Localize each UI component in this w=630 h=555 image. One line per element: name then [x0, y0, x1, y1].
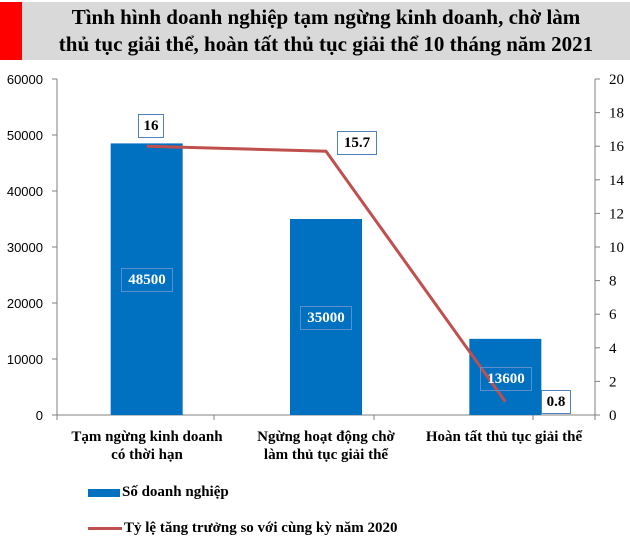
- chart-title-line-1: Tình hình doanh nghiệp tạm ngừng kinh do…: [71, 5, 581, 29]
- svg-text:16: 16: [609, 139, 625, 155]
- legend-item-line: Tỷ lệ tăng trưởng so với cùng kỳ năm 202…: [88, 520, 398, 537]
- bar-value-label: 13600: [480, 367, 532, 391]
- svg-text:14: 14: [609, 173, 625, 189]
- growth-rate-line: [146, 144, 507, 403]
- line-value-label: 15.7: [337, 131, 377, 155]
- bar: [290, 219, 362, 415]
- line-value-label: 0.8: [541, 390, 571, 414]
- legend-line-swatch: [88, 527, 122, 530]
- x-axis-ticks: [56, 415, 596, 420]
- category-label: Tạm ngừng kinh doanh có thời hạn: [71, 429, 223, 463]
- chart-title: Tình hình doanh nghiệp tạm ngừng kinh do…: [22, 2, 630, 60]
- svg-text:8: 8: [609, 274, 617, 290]
- chart-title-banner: Tình hình doanh nghiệp tạm ngừng kinh do…: [0, 2, 630, 60]
- svg-text:6: 6: [609, 307, 617, 323]
- legend-item-bar: Số doanh nghiệp: [88, 484, 229, 501]
- bar-value-label: 48500: [121, 268, 173, 292]
- svg-text:0: 0: [609, 408, 617, 424]
- line-value-label: 16: [138, 114, 164, 138]
- svg-text:10: 10: [609, 240, 624, 256]
- svg-text:60000: 60000: [7, 72, 43, 87]
- bar: [110, 143, 183, 415]
- title-accent-bar: [0, 2, 22, 60]
- svg-text:10000: 10000: [7, 352, 43, 367]
- legend-bar-swatch: [88, 488, 120, 497]
- category-label: Hoàn tất thủ tục giải thể: [425, 429, 583, 445]
- svg-text:30000: 30000: [7, 240, 43, 255]
- svg-text:12: 12: [609, 206, 624, 222]
- legend-line-label: Tỷ lệ tăng trưởng so với cùng kỳ năm 202…: [124, 520, 398, 536]
- bar-value-label: 35000: [300, 306, 352, 330]
- left-axis-ticks: 0 10000 20000 30000 40000 50000 60000: [7, 72, 57, 423]
- svg-text:20000: 20000: [7, 296, 43, 311]
- bar: [469, 338, 542, 415]
- category-label: Ngừng hoạt động chờ làm thủ tục giải thể: [257, 429, 395, 463]
- legend-bar-label: Số doanh nghiệp: [122, 484, 229, 500]
- svg-text:0: 0: [36, 408, 43, 423]
- svg-text:4: 4: [609, 341, 617, 357]
- svg-text:40000: 40000: [7, 184, 43, 199]
- svg-text:18: 18: [609, 106, 624, 122]
- right-axis-ticks: 0 2 4 6 8 10 12 14 16 18 20: [595, 72, 625, 424]
- bar-series: [110, 143, 542, 415]
- svg-text:20: 20: [609, 72, 624, 88]
- chart-title-line-2: thủ tục giải thể, hoàn tất thủ tục giải …: [58, 32, 594, 56]
- svg-text:50000: 50000: [7, 128, 43, 143]
- svg-text:2: 2: [609, 374, 617, 390]
